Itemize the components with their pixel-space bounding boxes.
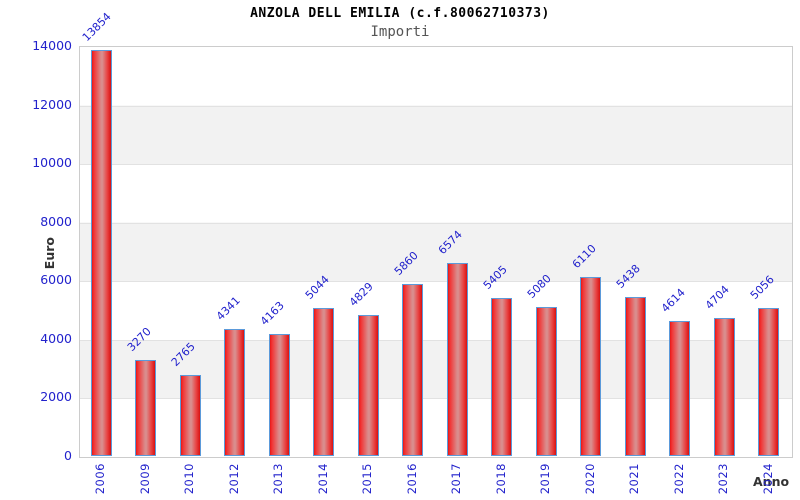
bar	[580, 277, 601, 456]
x-tick-label: 2015	[360, 463, 374, 495]
bar	[447, 263, 468, 456]
y-tick-label: 4000	[40, 330, 72, 346]
bar	[402, 284, 423, 456]
bar	[269, 334, 290, 456]
x-tick-label: 2022	[672, 463, 686, 495]
bar	[714, 318, 735, 456]
bar	[669, 321, 690, 456]
bar	[224, 329, 245, 456]
chart-subtitle: Importi	[370, 24, 430, 40]
gridline	[80, 164, 792, 166]
x-tick-label: 2016	[405, 463, 419, 495]
gridline	[80, 339, 792, 341]
chart-title: ANZOLA DELL EMILIA (c.f.80062710373)	[250, 6, 550, 21]
y-tick-label: 10000	[32, 155, 72, 171]
y-tick-label: 6000	[40, 272, 72, 288]
x-tick-label: 2013	[271, 463, 285, 495]
x-tick-label: 2024	[761, 463, 775, 495]
gridline	[80, 105, 792, 107]
x-tick-label: 2012	[227, 463, 241, 495]
bar	[135, 360, 156, 456]
gridline	[80, 281, 792, 283]
x-tick-label: 2021	[627, 463, 641, 495]
x-tick-label: 2019	[538, 463, 552, 495]
gridline	[80, 398, 792, 400]
gridline	[80, 222, 792, 224]
bar	[536, 307, 557, 456]
y-tick-label: 0	[64, 448, 72, 463]
y-tick-label: 12000	[32, 96, 72, 112]
bar	[180, 375, 201, 456]
y-tick-label: 8000	[40, 213, 72, 229]
y-tick-label: 14000	[32, 38, 72, 53]
bar	[625, 297, 646, 456]
x-tick-label: 2010	[182, 463, 196, 495]
bar	[358, 315, 379, 456]
x-tick-label: 2014	[316, 463, 330, 495]
y-axis-title: Euro	[42, 237, 57, 270]
x-tick-label: 2006	[93, 463, 107, 495]
x-tick-label: 2017	[449, 463, 463, 495]
bar	[491, 298, 512, 456]
x-axis-title: Anno	[753, 474, 790, 489]
x-tick-label: 2020	[583, 463, 597, 495]
bar	[313, 308, 334, 456]
x-tick-label: 2009	[138, 463, 152, 495]
y-tick-label: 2000	[40, 389, 72, 405]
x-tick-label: 2018	[494, 463, 508, 495]
x-tick-label: 2023	[716, 463, 730, 495]
bar	[758, 308, 779, 456]
bar	[91, 50, 112, 456]
